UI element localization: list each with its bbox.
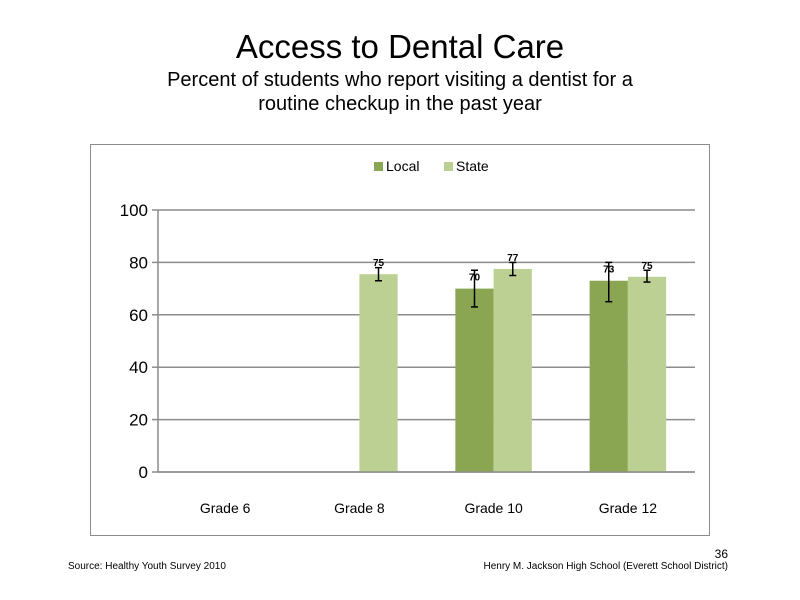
y-tick-label: 60 bbox=[129, 306, 148, 325]
source-note: Source: Healthy Youth Survey 2010 bbox=[68, 561, 226, 572]
legend-swatch-local bbox=[374, 162, 383, 171]
x-tick-label: Grade 6 bbox=[200, 500, 251, 516]
y-tick-label: 0 bbox=[139, 463, 148, 482]
page-number: 36 bbox=[714, 547, 728, 561]
bar-state bbox=[493, 268, 532, 472]
y-tick-label: 20 bbox=[129, 411, 148, 430]
bar-state bbox=[627, 276, 667, 472]
legend-label-state: State bbox=[456, 158, 489, 174]
slide-subtitle: Percent of students who report visiting … bbox=[167, 69, 633, 115]
x-tick-label: Grade 12 bbox=[599, 500, 658, 516]
bar-local bbox=[455, 288, 494, 472]
y-tick-label: 100 bbox=[120, 201, 148, 220]
y-tick-label: 40 bbox=[129, 358, 148, 377]
slide-title: Access to Dental Care bbox=[235, 28, 565, 65]
legend-label-local: Local bbox=[386, 158, 419, 174]
x-tick-label: Grade 8 bbox=[334, 500, 385, 516]
school-note: Henry M. Jackson High School (Everett Sc… bbox=[483, 561, 728, 572]
x-tick-label: Grade 10 bbox=[464, 500, 523, 516]
data-label: 70 bbox=[469, 273, 481, 284]
data-label: 75 bbox=[373, 258, 385, 269]
data-label: 73 bbox=[603, 265, 615, 276]
legend-swatch-state bbox=[444, 162, 453, 171]
bar-local bbox=[589, 280, 628, 472]
bar-state bbox=[359, 274, 398, 472]
y-tick-label: 80 bbox=[129, 253, 148, 272]
data-label: 75 bbox=[641, 261, 653, 272]
data-label: 77 bbox=[507, 253, 519, 264]
